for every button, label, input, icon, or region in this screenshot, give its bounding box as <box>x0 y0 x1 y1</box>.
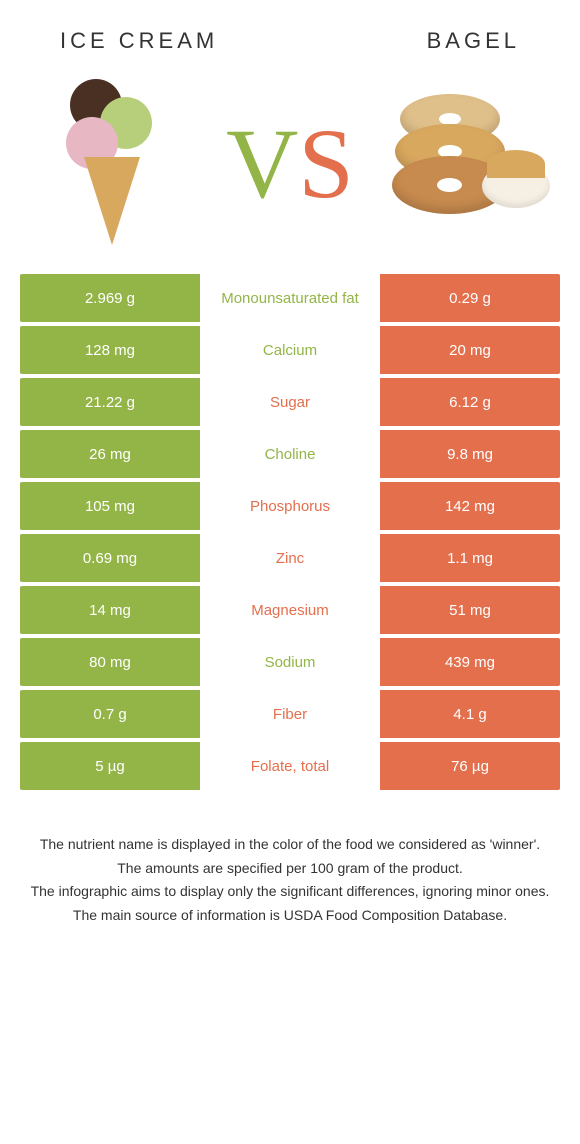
right-value-cell: 439 mg <box>380 638 560 686</box>
nutrient-label: Magnesium <box>200 586 380 634</box>
nutrient-label: Phosphorus <box>200 482 380 530</box>
right-value-cell: 9.8 mg <box>380 430 560 478</box>
right-value-cell: 1.1 mg <box>380 534 560 582</box>
left-value-cell: 128 mg <box>20 326 200 374</box>
right-value-cell: 142 mg <box>380 482 560 530</box>
nutrient-label: Fiber <box>200 690 380 738</box>
left-value-cell: 80 mg <box>20 638 200 686</box>
left-value-cell: 21.22 g <box>20 378 200 426</box>
left-value-cell: 105 mg <box>20 482 200 530</box>
right-value-cell: 4.1 g <box>380 690 560 738</box>
nutrient-label: Choline <box>200 430 380 478</box>
hero-row: VS <box>0 64 580 274</box>
footer-line: The nutrient name is displayed in the co… <box>30 834 550 856</box>
table-row: 2.969 gMonounsaturated fat0.29 g <box>20 274 560 322</box>
right-value-cell: 76 µg <box>380 742 560 790</box>
title-row: ICE CREAM BAGEL <box>0 0 580 64</box>
nutrient-label: Calcium <box>200 326 380 374</box>
nutrient-label: Sugar <box>200 378 380 426</box>
left-value-cell: 26 mg <box>20 430 200 478</box>
left-value-cell: 2.969 g <box>20 274 200 322</box>
table-row: 26 mgCholine9.8 mg <box>20 430 560 478</box>
table-row: 0.7 gFiber4.1 g <box>20 690 560 738</box>
left-value-cell: 14 mg <box>20 586 200 634</box>
nutrient-label: Monounsaturated fat <box>200 274 380 322</box>
left-value-cell: 0.69 mg <box>20 534 200 582</box>
table-row: 0.69 mgZinc1.1 mg <box>20 534 560 582</box>
nutrient-label: Sodium <box>200 638 380 686</box>
left-value-cell: 0.7 g <box>20 690 200 738</box>
right-value-cell: 20 mg <box>380 326 560 374</box>
footer-line: The amounts are specified per 100 gram o… <box>30 858 550 880</box>
vs-v: V <box>226 114 298 214</box>
footer-line: The infographic aims to display only the… <box>30 881 550 903</box>
footer-notes: The nutrient name is displayed in the co… <box>0 794 580 927</box>
right-value-cell: 0.29 g <box>380 274 560 322</box>
vs-s: S <box>298 114 354 214</box>
vs-label: VS <box>226 114 354 214</box>
nutrient-table: 2.969 gMonounsaturated fat0.29 g128 mgCa… <box>0 274 580 790</box>
food-left-title: ICE CREAM <box>60 28 218 54</box>
nutrient-label: Zinc <box>200 534 380 582</box>
nutrient-label: Folate, total <box>200 742 380 790</box>
right-value-cell: 51 mg <box>380 586 560 634</box>
table-row: 21.22 gSugar6.12 g <box>20 378 560 426</box>
right-value-cell: 6.12 g <box>380 378 560 426</box>
ice-cream-icon <box>30 74 190 254</box>
table-row: 80 mgSodium439 mg <box>20 638 560 686</box>
bagel-icon <box>390 74 550 254</box>
left-value-cell: 5 µg <box>20 742 200 790</box>
table-row: 14 mgMagnesium51 mg <box>20 586 560 634</box>
table-row: 105 mgPhosphorus142 mg <box>20 482 560 530</box>
table-row: 5 µgFolate, total76 µg <box>20 742 560 790</box>
table-row: 128 mgCalcium20 mg <box>20 326 560 374</box>
footer-line: The main source of information is USDA F… <box>30 905 550 927</box>
food-right-title: BAGEL <box>427 28 520 54</box>
